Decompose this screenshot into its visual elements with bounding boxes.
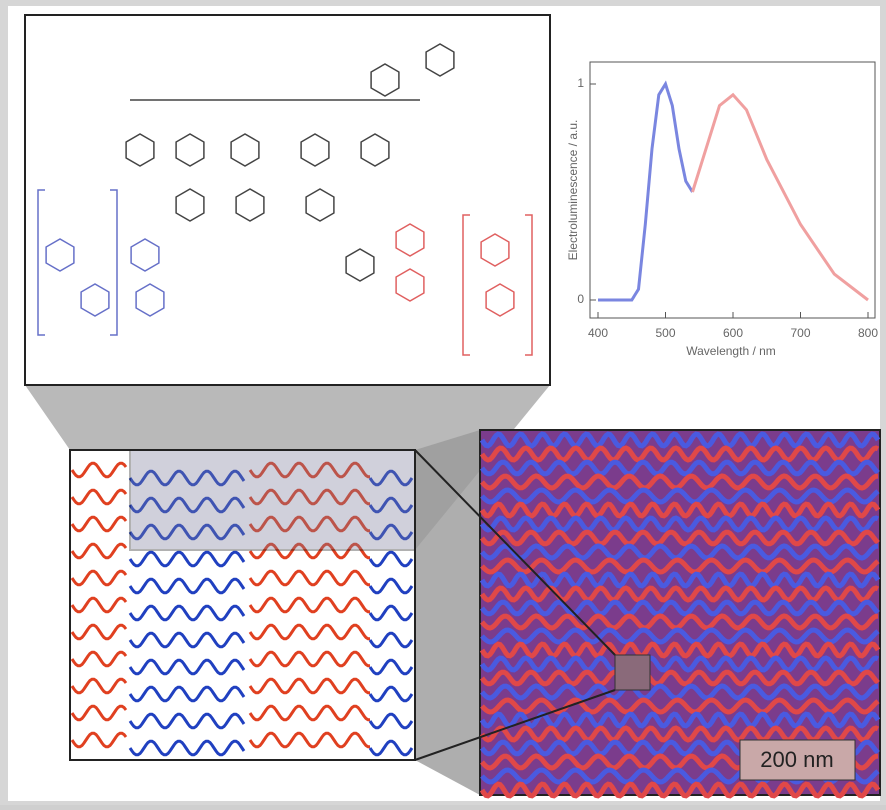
scale-bar-label: 200 nm	[760, 747, 833, 772]
figure: 200 nm Wavelength / nm Electroluminescen…	[0, 0, 886, 805]
zoom-window	[130, 450, 415, 550]
structure-box	[25, 15, 550, 385]
zoom-region	[615, 655, 650, 690]
x-tick-label: 400	[588, 326, 608, 340]
y-tick-label: 1	[577, 76, 584, 90]
x-tick-label: 800	[858, 326, 878, 340]
x-tick-label: 500	[655, 326, 675, 340]
y-axis-label: Electroluminescence / a.u.	[566, 120, 580, 261]
x-axis-label: Wavelength / nm	[686, 344, 776, 358]
x-tick-label: 700	[790, 326, 810, 340]
y-tick-label: 0	[577, 292, 584, 306]
x-tick-label: 600	[723, 326, 743, 340]
